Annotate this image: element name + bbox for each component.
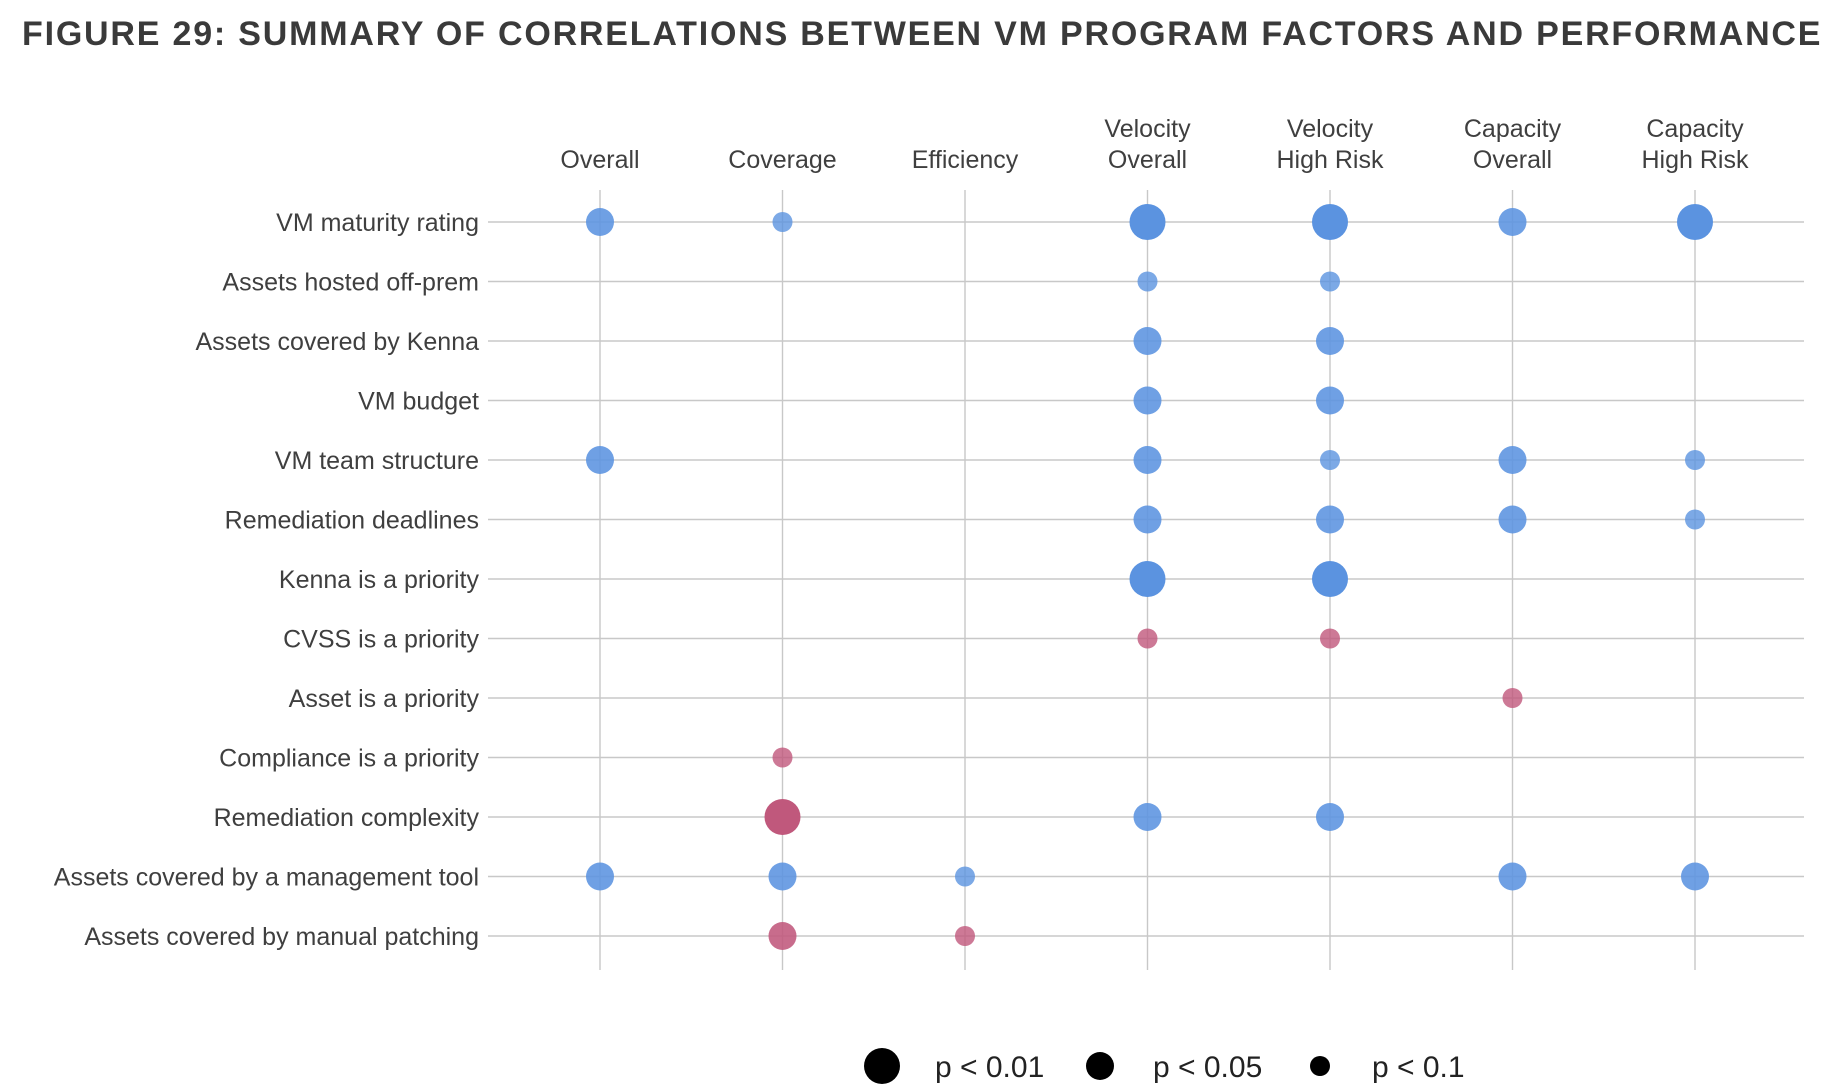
correlation-dot-negative <box>1502 688 1523 708</box>
correlation-dot-positive <box>586 862 614 891</box>
legend-dot <box>1086 1052 1114 1080</box>
row-label: Assets covered by Kenna <box>196 328 480 356</box>
row-label: CVSS is a priority <box>283 626 479 654</box>
correlation-dot-positive <box>1498 446 1527 474</box>
correlation-dot-positive <box>1312 204 1348 240</box>
correlation-dot-negative <box>955 926 975 946</box>
row-label: Assets hosted off-prem <box>222 269 479 297</box>
correlation-dot-positive <box>1498 208 1527 236</box>
legend-label: p < 0.01 <box>935 1051 1044 1084</box>
column-label: Efficiency <box>912 146 1019 174</box>
correlation-dot-positive <box>1320 271 1340 292</box>
column-label: Capacity <box>1646 115 1744 143</box>
correlation-dot-positive <box>1316 505 1344 534</box>
correlation-dot-positive <box>1685 509 1705 530</box>
legend-dot <box>1310 1056 1330 1076</box>
correlation-dot-negative <box>1320 628 1340 649</box>
row-label: Remediation complexity <box>214 804 480 832</box>
legend-label: p < 0.1 <box>1372 1051 1465 1084</box>
correlation-dot-positive <box>586 446 614 474</box>
row-label: VM budget <box>358 388 479 416</box>
significance-legend: p < 0.01 p < 0.05 p < 0.1 <box>864 1048 1465 1084</box>
correlation-dot-positive <box>772 212 793 232</box>
correlation-dot-positive <box>1498 505 1527 534</box>
legend-dot <box>864 1048 900 1084</box>
column-label: Overall <box>1473 146 1552 174</box>
column-label: Velocity <box>1287 115 1374 143</box>
column-label: Overall <box>560 146 639 174</box>
column-labels: Overall Coverage Efficiency Velocity Overall… <box>560 115 1749 174</box>
correlation-dot-positive <box>1316 803 1344 831</box>
row-label: Assets covered by manual patching <box>84 923 479 951</box>
correlation-dot-positive <box>1316 327 1344 355</box>
correlation-dot-negative <box>1137 628 1158 649</box>
correlation-dot-positive <box>1133 446 1162 474</box>
column-label: High Risk <box>1642 146 1749 174</box>
correlation-dot-positive <box>1137 271 1158 292</box>
correlation-dot-positive <box>1133 505 1162 534</box>
row-label: Kenna is a priority <box>279 566 480 594</box>
row-label: Asset is a priority <box>289 685 480 713</box>
correlation-dot-positive <box>1685 450 1705 470</box>
legend-label: p < 0.05 <box>1153 1051 1262 1084</box>
correlation-dot-positive <box>955 866 975 887</box>
correlation-dot-positive <box>1681 862 1709 891</box>
row-label: Remediation deadlines <box>225 507 479 535</box>
correlation-dot-positive <box>768 862 797 891</box>
correlation-dot-negative <box>772 747 793 768</box>
correlation-dot-positive <box>1129 204 1166 240</box>
column-label: High Risk <box>1277 146 1384 174</box>
correlation-dot-positive <box>1677 204 1713 240</box>
correlation-dot-positive <box>1312 561 1348 597</box>
column-label: Overall <box>1108 146 1187 174</box>
correlation-dot-positive <box>1320 450 1340 470</box>
row-label: VM maturity rating <box>276 209 479 237</box>
row-labels: VM maturity rating Assets hosted off-prem… <box>54 209 480 951</box>
correlation-dot-positive <box>1129 561 1166 597</box>
correlation-dot-positive <box>1133 803 1162 831</box>
correlation-dot-negative <box>768 922 797 950</box>
correlation-dot-positive <box>1133 327 1162 355</box>
correlation-dot-positive <box>1316 386 1344 415</box>
correlation-dots <box>586 204 1713 950</box>
correlation-dot-positive <box>1133 386 1162 415</box>
column-label: Velocity <box>1104 115 1191 143</box>
correlation-dot-negative <box>764 799 801 835</box>
row-label: Assets covered by a management tool <box>54 864 479 892</box>
correlation-dot-positive <box>1498 862 1527 891</box>
correlation-dot-positive <box>586 208 614 236</box>
chart-title: FIGURE 29: SUMMARY OF CORRELATIONS BETWE… <box>22 15 1824 53</box>
column-label: Capacity <box>1464 115 1562 143</box>
column-label: Coverage <box>728 146 836 174</box>
row-label: Compliance is a priority <box>219 745 479 773</box>
row-label: VM team structure <box>275 447 479 475</box>
